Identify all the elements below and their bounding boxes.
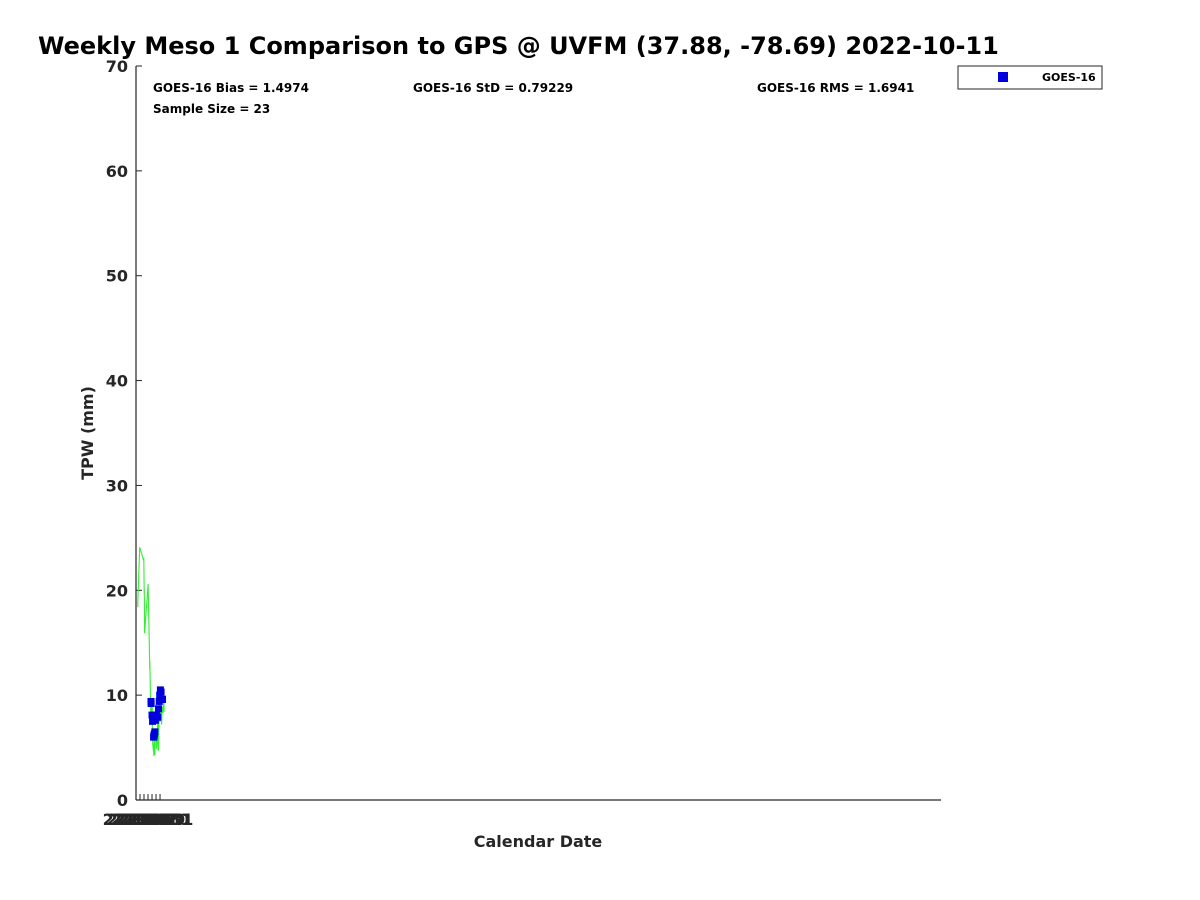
goes16-point (155, 705, 163, 713)
chart-title: Weekly Meso 1 Comparison to GPS @ UVFM (… (38, 32, 999, 60)
y-tick-label: 30 (106, 476, 128, 495)
y-tick-label: 10 (106, 686, 128, 705)
bias-stat: GOES-16 Bias = 1.4974 (153, 81, 309, 95)
y-axis-label: TPW (mm) (78, 386, 97, 480)
legend-marker-goes16 (998, 72, 1008, 82)
x-axis-label: Calendar Date (474, 832, 603, 851)
goes16-point (151, 728, 159, 736)
x-tick-label: 221011 (127, 810, 194, 829)
y-tick-label: 70 (106, 57, 128, 76)
x-tick-label: 221005 (103, 810, 170, 829)
series-layer (137, 547, 167, 757)
legend-label-goes16: GOES-16 (1042, 71, 1096, 84)
goes16-point (154, 713, 162, 721)
y-axis-ticks: 0 10 20 30 40 50 60 70 (106, 57, 142, 810)
y-tick-label: 50 (106, 267, 128, 286)
legend-box (957, 65, 1103, 90)
x-tick-label: 221010 (123, 810, 190, 829)
y-tick-label: 0 (117, 791, 128, 810)
x-tick-label: 221008 (115, 810, 182, 829)
y-tick-label: 40 (106, 372, 128, 391)
y-tick-label: 20 (106, 581, 128, 600)
goes16-point (148, 711, 156, 719)
x-tick-label: 221007 (111, 810, 178, 829)
goes16-point (157, 688, 165, 696)
y-tick-label: 60 (106, 162, 128, 181)
x-tick-label: 221006 (107, 810, 174, 829)
goes16-point (159, 695, 167, 703)
x-tick-label: 221009 (119, 810, 186, 829)
rms-stat: GOES-16 RMS = 1.6941 (757, 81, 914, 95)
std-stat: GOES-16 StD = 0.79229 (413, 81, 573, 95)
sample-size-stat: Sample Size = 23 (153, 102, 270, 116)
x-axis-ticks: 2210052210062210072210082210092210102210… (103, 794, 194, 829)
goes16-point (147, 700, 155, 708)
legend: GOES-16 (957, 65, 1103, 90)
